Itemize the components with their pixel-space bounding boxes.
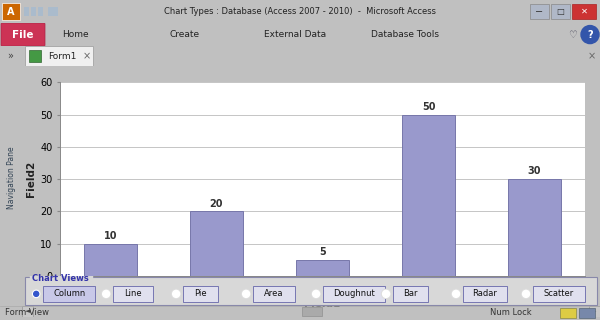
Text: Radar: Radar [473,289,497,298]
FancyBboxPatch shape [323,286,385,302]
FancyBboxPatch shape [589,306,600,317]
Text: ×: × [83,51,91,61]
FancyBboxPatch shape [30,275,92,284]
Text: 10: 10 [104,231,117,241]
Text: Scatter: Scatter [544,289,574,298]
FancyBboxPatch shape [183,286,218,302]
Circle shape [172,289,181,298]
Text: −: − [535,6,543,17]
FancyBboxPatch shape [463,286,507,302]
Circle shape [313,290,320,297]
Bar [508,179,561,276]
FancyBboxPatch shape [579,308,595,318]
Circle shape [523,290,530,297]
Circle shape [242,289,251,298]
Bar [190,211,243,276]
Text: Bar: Bar [403,289,418,298]
FancyBboxPatch shape [31,7,36,16]
Text: Form View: Form View [5,308,49,317]
Text: Database Tools: Database Tools [371,30,439,39]
Text: Column: Column [53,289,85,298]
Circle shape [311,289,320,298]
Text: Area: Area [265,289,284,298]
FancyBboxPatch shape [24,7,29,16]
FancyBboxPatch shape [393,286,428,302]
FancyBboxPatch shape [530,4,549,19]
FancyBboxPatch shape [551,4,570,19]
Circle shape [32,289,41,298]
Text: 30: 30 [528,166,541,176]
FancyBboxPatch shape [48,7,53,16]
Bar [402,115,455,276]
Y-axis label: Field2: Field2 [26,161,36,197]
FancyBboxPatch shape [29,50,41,62]
FancyBboxPatch shape [25,46,93,66]
X-axis label: Field1: Field1 [304,299,341,309]
Text: ×: × [588,51,596,61]
Text: Home: Home [62,30,88,39]
FancyBboxPatch shape [533,286,585,302]
FancyBboxPatch shape [572,4,596,19]
Circle shape [452,290,460,297]
FancyBboxPatch shape [1,23,45,46]
FancyBboxPatch shape [25,277,597,305]
Circle shape [452,289,461,298]
Text: 20: 20 [209,199,223,209]
Circle shape [521,289,530,298]
Text: Pie: Pie [194,289,207,298]
Circle shape [383,290,389,297]
Text: Chart Views: Chart Views [32,274,89,283]
FancyBboxPatch shape [560,308,576,318]
Text: Num Lock: Num Lock [490,308,532,317]
FancyBboxPatch shape [43,286,95,302]
Text: External Data: External Data [264,30,326,39]
Text: 5: 5 [319,247,326,257]
Text: Doughnut: Doughnut [333,289,375,298]
Bar [296,260,349,276]
Circle shape [101,289,110,298]
FancyBboxPatch shape [302,307,322,316]
Circle shape [34,292,38,296]
FancyBboxPatch shape [113,286,153,302]
FancyBboxPatch shape [38,7,43,16]
Text: Navigation Pane: Navigation Pane [7,147,16,209]
FancyBboxPatch shape [53,7,58,16]
Circle shape [242,290,250,297]
Text: File: File [12,29,34,40]
Circle shape [32,290,40,297]
Text: »: » [7,51,13,61]
Bar [84,244,137,276]
Text: 50: 50 [422,102,436,112]
Text: ►: ► [592,308,596,315]
Text: ?: ? [587,29,593,40]
Circle shape [581,26,599,44]
Text: A: A [7,6,15,17]
FancyBboxPatch shape [22,306,33,317]
Text: ◄: ◄ [25,308,31,315]
Circle shape [382,289,391,298]
Circle shape [103,290,110,297]
FancyBboxPatch shape [253,286,295,302]
Text: ✕: ✕ [581,7,587,16]
Text: ♡: ♡ [568,29,577,40]
Text: Create: Create [170,30,200,39]
FancyBboxPatch shape [2,3,20,20]
Circle shape [173,290,179,297]
Text: Chart Types : Database (Access 2007 - 2010)  -  Microsoft Access: Chart Types : Database (Access 2007 - 20… [164,7,436,16]
Text: □: □ [556,7,564,16]
Text: Form1: Form1 [48,52,76,61]
Text: Line: Line [124,289,142,298]
